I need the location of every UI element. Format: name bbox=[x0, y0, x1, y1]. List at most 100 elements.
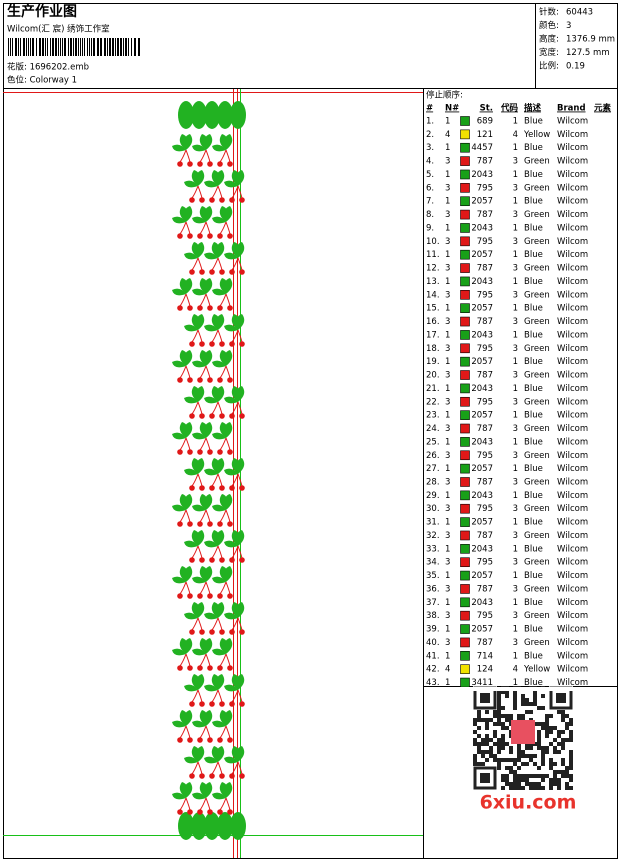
brand: Wilcom bbox=[557, 504, 588, 514]
brand: Wilcom bbox=[557, 157, 588, 167]
qr-cell bbox=[509, 714, 513, 718]
leaf bbox=[192, 648, 206, 656]
brand: Wilcom bbox=[557, 290, 588, 300]
qr-cell bbox=[501, 722, 505, 726]
code: 3 bbox=[513, 531, 518, 541]
qr-cell bbox=[489, 746, 493, 750]
qr-cell bbox=[493, 758, 497, 762]
cherry bbox=[207, 377, 213, 383]
qr-cell bbox=[557, 710, 561, 714]
qr-cell bbox=[481, 750, 485, 754]
swatch bbox=[460, 624, 470, 634]
swatch bbox=[460, 664, 470, 674]
row-number: 2. bbox=[426, 130, 434, 140]
qr-cell bbox=[521, 698, 525, 702]
cherry bbox=[219, 557, 225, 563]
qr-cell bbox=[485, 718, 489, 722]
leaf bbox=[224, 396, 238, 404]
needle: 3 bbox=[445, 157, 450, 167]
cherry bbox=[197, 233, 203, 239]
bar bbox=[26, 38, 27, 56]
brand: Wilcom bbox=[557, 183, 588, 193]
code: 1 bbox=[513, 491, 518, 501]
column-header: N# bbox=[445, 104, 459, 114]
page-border bbox=[3, 3, 618, 859]
stem bbox=[199, 797, 211, 811]
swatch bbox=[460, 637, 470, 648]
qr-finder bbox=[480, 693, 490, 703]
qr-cell bbox=[493, 742, 497, 746]
qr-cell bbox=[553, 750, 557, 754]
stem bbox=[179, 725, 191, 739]
swatch bbox=[460, 316, 470, 327]
cherry bbox=[197, 737, 203, 743]
cherry bbox=[187, 809, 193, 815]
qr-cell bbox=[473, 722, 477, 726]
cherry bbox=[177, 737, 183, 743]
band bbox=[180, 109, 242, 121]
leaf bbox=[184, 324, 198, 332]
qr-cell bbox=[509, 746, 513, 750]
swatch bbox=[460, 343, 470, 354]
bar bbox=[60, 38, 61, 56]
leaf bbox=[184, 782, 193, 798]
brand: Wilcom bbox=[557, 598, 588, 608]
qr-cell bbox=[525, 782, 529, 786]
swatch bbox=[460, 570, 470, 581]
cherry bbox=[209, 413, 215, 419]
qr-cell bbox=[505, 758, 509, 762]
cherry bbox=[189, 773, 195, 779]
qr-cell bbox=[537, 766, 541, 770]
qr-cell bbox=[497, 742, 501, 746]
brand: Wilcom bbox=[557, 531, 588, 541]
bar bbox=[23, 38, 25, 56]
cherry bbox=[239, 629, 245, 635]
swatch bbox=[460, 477, 470, 487]
cherry bbox=[219, 485, 225, 491]
stem bbox=[199, 365, 211, 379]
qr-cell bbox=[565, 786, 569, 790]
swatch bbox=[460, 517, 470, 527]
row-number: 7. bbox=[426, 197, 434, 207]
qr-cell bbox=[501, 778, 505, 782]
leaf bbox=[184, 422, 193, 438]
brand: Wilcom bbox=[557, 571, 588, 581]
code: 3 bbox=[513, 210, 518, 220]
qr-cell bbox=[537, 746, 541, 750]
row-number: 4. bbox=[426, 157, 434, 167]
bar bbox=[12, 38, 13, 56]
qr-cell bbox=[485, 758, 489, 762]
bar bbox=[75, 38, 77, 56]
row-number: 32. bbox=[426, 531, 440, 541]
cherry bbox=[209, 197, 215, 203]
description: Green bbox=[524, 424, 550, 434]
needle: 3 bbox=[445, 584, 450, 594]
leaf bbox=[224, 756, 238, 764]
code: 1 bbox=[513, 518, 518, 528]
qr-cell bbox=[565, 714, 569, 718]
leaf bbox=[236, 458, 245, 474]
leaf bbox=[204, 782, 213, 798]
qr-cell bbox=[541, 786, 545, 790]
leaf bbox=[224, 180, 238, 188]
needle: 3 bbox=[445, 237, 450, 247]
swatch bbox=[460, 196, 470, 207]
bar bbox=[36, 38, 37, 56]
needle: 1 bbox=[445, 117, 450, 127]
mask bbox=[424, 687, 617, 691]
qr-cell bbox=[481, 762, 485, 766]
row-number: 43. bbox=[426, 678, 440, 688]
info-label: 高度: bbox=[539, 34, 559, 45]
row-number: 36. bbox=[426, 584, 440, 594]
qr-cell bbox=[489, 738, 493, 742]
needle: 1 bbox=[445, 678, 450, 688]
stem bbox=[219, 365, 231, 379]
qr-cell bbox=[545, 726, 549, 730]
bar bbox=[82, 38, 83, 56]
code: 1 bbox=[513, 571, 518, 581]
needle: 1 bbox=[445, 625, 450, 635]
qr-cell bbox=[481, 754, 485, 758]
qr-cell bbox=[513, 762, 517, 766]
stitches: 795 bbox=[477, 237, 493, 247]
needle: 1 bbox=[445, 437, 450, 447]
